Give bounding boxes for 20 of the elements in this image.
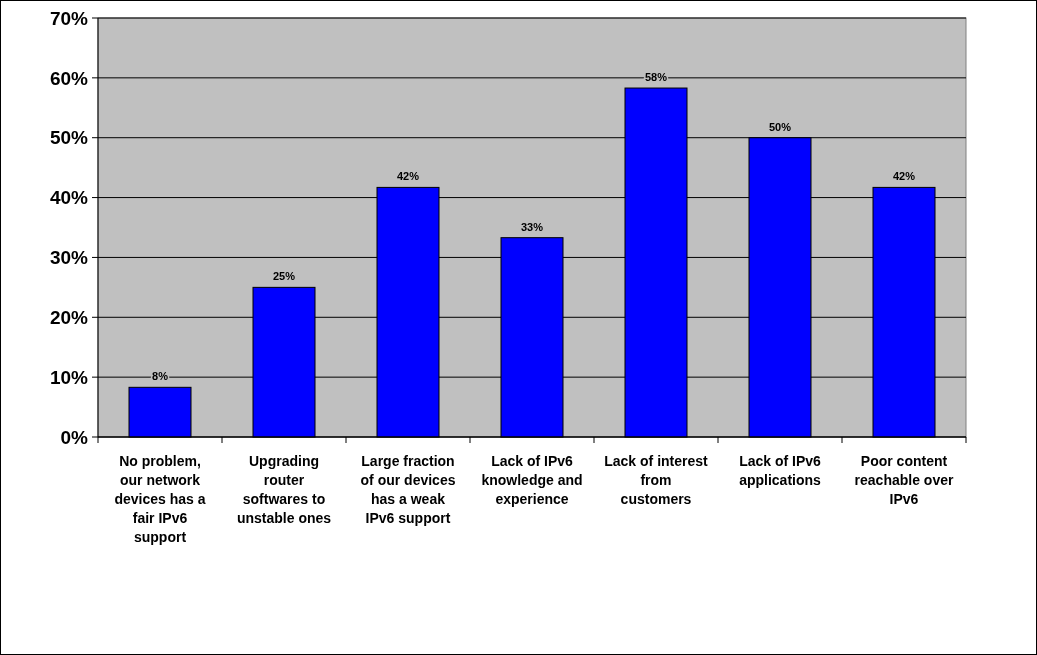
y-tick-label: 60% [49, 67, 89, 89]
x-tick-label: Upgrading router softwares to unstable ones [236, 453, 332, 526]
y-tick-label: 20% [49, 306, 89, 328]
data-label: 25% [272, 270, 296, 283]
y-tick-label: 50% [49, 127, 89, 149]
y-tick-label: 10% [49, 366, 89, 388]
data-label: 42% [396, 170, 420, 183]
y-tick-label: 40% [49, 187, 89, 209]
x-tick-label: Large fraction of our devices has a weak IPv6 support [360, 453, 456, 526]
y-tick-label: 30% [49, 247, 89, 269]
y-tick-label: 0% [60, 426, 89, 448]
x-tick-label: No problem, our network devices has a fair IPv6 support [114, 453, 206, 545]
x-tick-label: Lack of interest from customers [604, 453, 709, 507]
data-label: 50% [768, 120, 792, 133]
data-label: 42% [892, 170, 916, 183]
x-tick-label: Poor content reachable over IPv6 [854, 453, 954, 507]
x-tick-label: Lack of IPv6 applications [739, 453, 822, 488]
x-tick-label: Lack of IPv6 knowledge and experience [481, 453, 583, 507]
y-tick-label: 70% [49, 7, 89, 29]
data-label: 33% [520, 220, 544, 233]
